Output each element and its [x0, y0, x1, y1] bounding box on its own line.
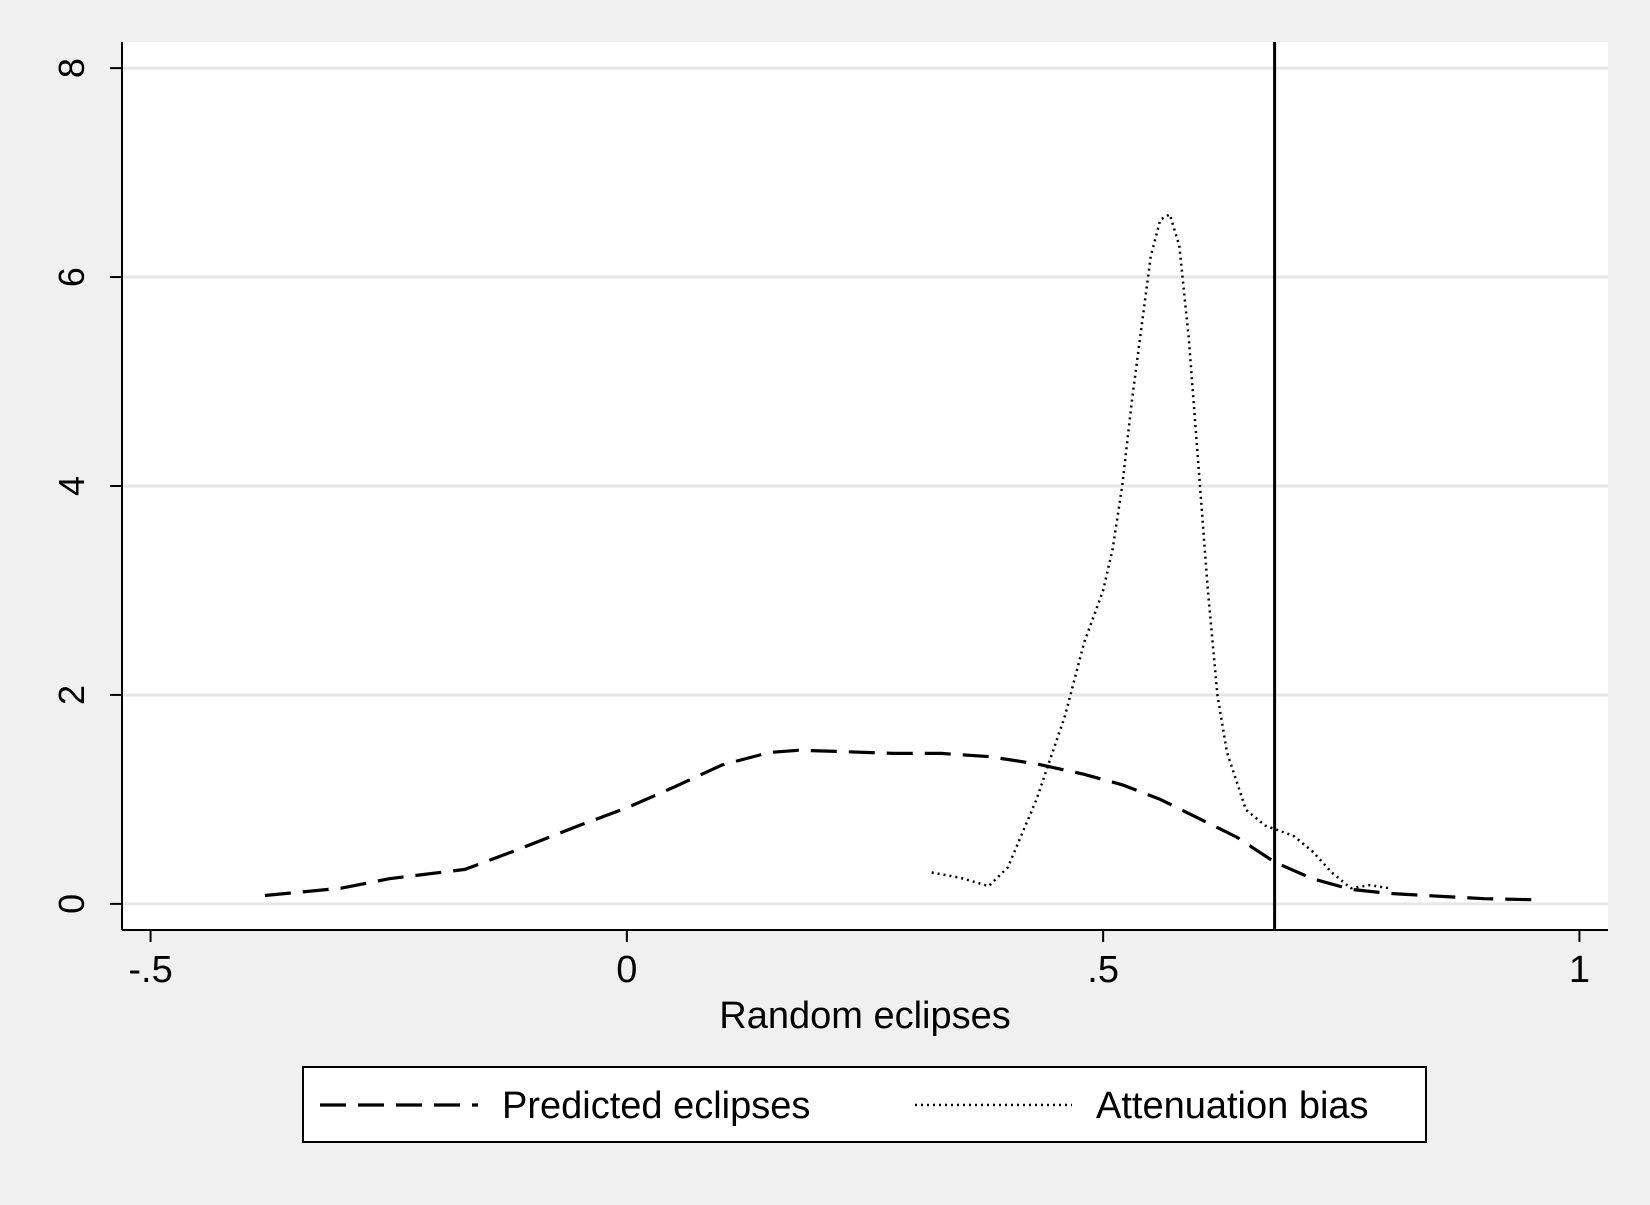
legend: Predicted eclipses Attenuation bias — [302, 1066, 1427, 1143]
x-tick-label: 0 — [616, 949, 637, 991]
x-tick-label: .5 — [1087, 949, 1119, 991]
x-tick-label: 1 — [1569, 949, 1590, 991]
legend-label-predicted-eclipses: Predicted eclipses — [502, 1085, 810, 1127]
y-axis-ticks: 0 2 4 6 8 — [51, 58, 122, 914]
x-axis-title: Random eclipses — [719, 995, 1010, 1037]
series-line-predicted-eclipses — [264, 748, 1532, 902]
legend-box — [302, 1066, 1427, 1143]
y-tick-label: 2 — [51, 685, 92, 705]
y-tick-label: 8 — [51, 58, 92, 78]
legend-label-attenuation-bias: Attenuation bias — [1096, 1085, 1369, 1127]
x-axis-ticks: -.5 0 .5 1 — [128, 930, 1590, 991]
x-tick-label: -.5 — [128, 949, 172, 991]
series-layer — [264, 213, 1532, 902]
gridlines — [122, 66, 1608, 906]
y-tick-label: 0 — [51, 894, 92, 914]
y-tick-label: 4 — [51, 476, 92, 496]
y-tick-label: 6 — [51, 267, 92, 287]
